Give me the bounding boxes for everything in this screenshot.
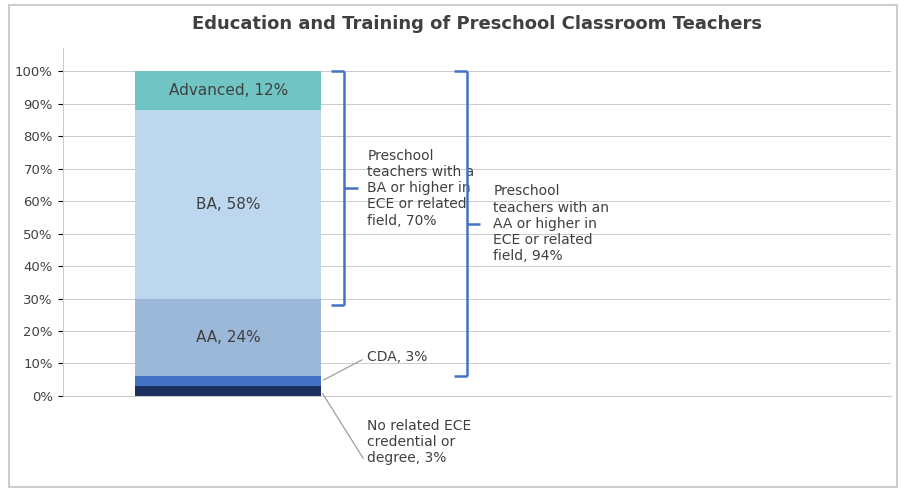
Text: AA, 24%: AA, 24% <box>196 330 261 345</box>
Text: Advanced, 12%: Advanced, 12% <box>169 83 288 98</box>
Text: No related ECE
credential or
degree, 3%: No related ECE credential or degree, 3% <box>323 394 472 465</box>
Title: Education and Training of Preschool Classroom Teachers: Education and Training of Preschool Clas… <box>192 15 762 33</box>
Text: CDA, 3%: CDA, 3% <box>323 350 428 380</box>
Bar <box>136 386 321 396</box>
Text: BA, 58%: BA, 58% <box>196 197 261 212</box>
Bar <box>136 110 321 299</box>
Bar <box>136 71 321 110</box>
Text: Preschool
teachers with an
AA or higher in
ECE or related
field, 94%: Preschool teachers with an AA or higher … <box>494 184 610 263</box>
Bar <box>136 376 321 386</box>
Text: Preschool
teachers with a
BA or higher in
ECE or related
field, 70%: Preschool teachers with a BA or higher i… <box>368 149 475 227</box>
Bar <box>136 299 321 376</box>
